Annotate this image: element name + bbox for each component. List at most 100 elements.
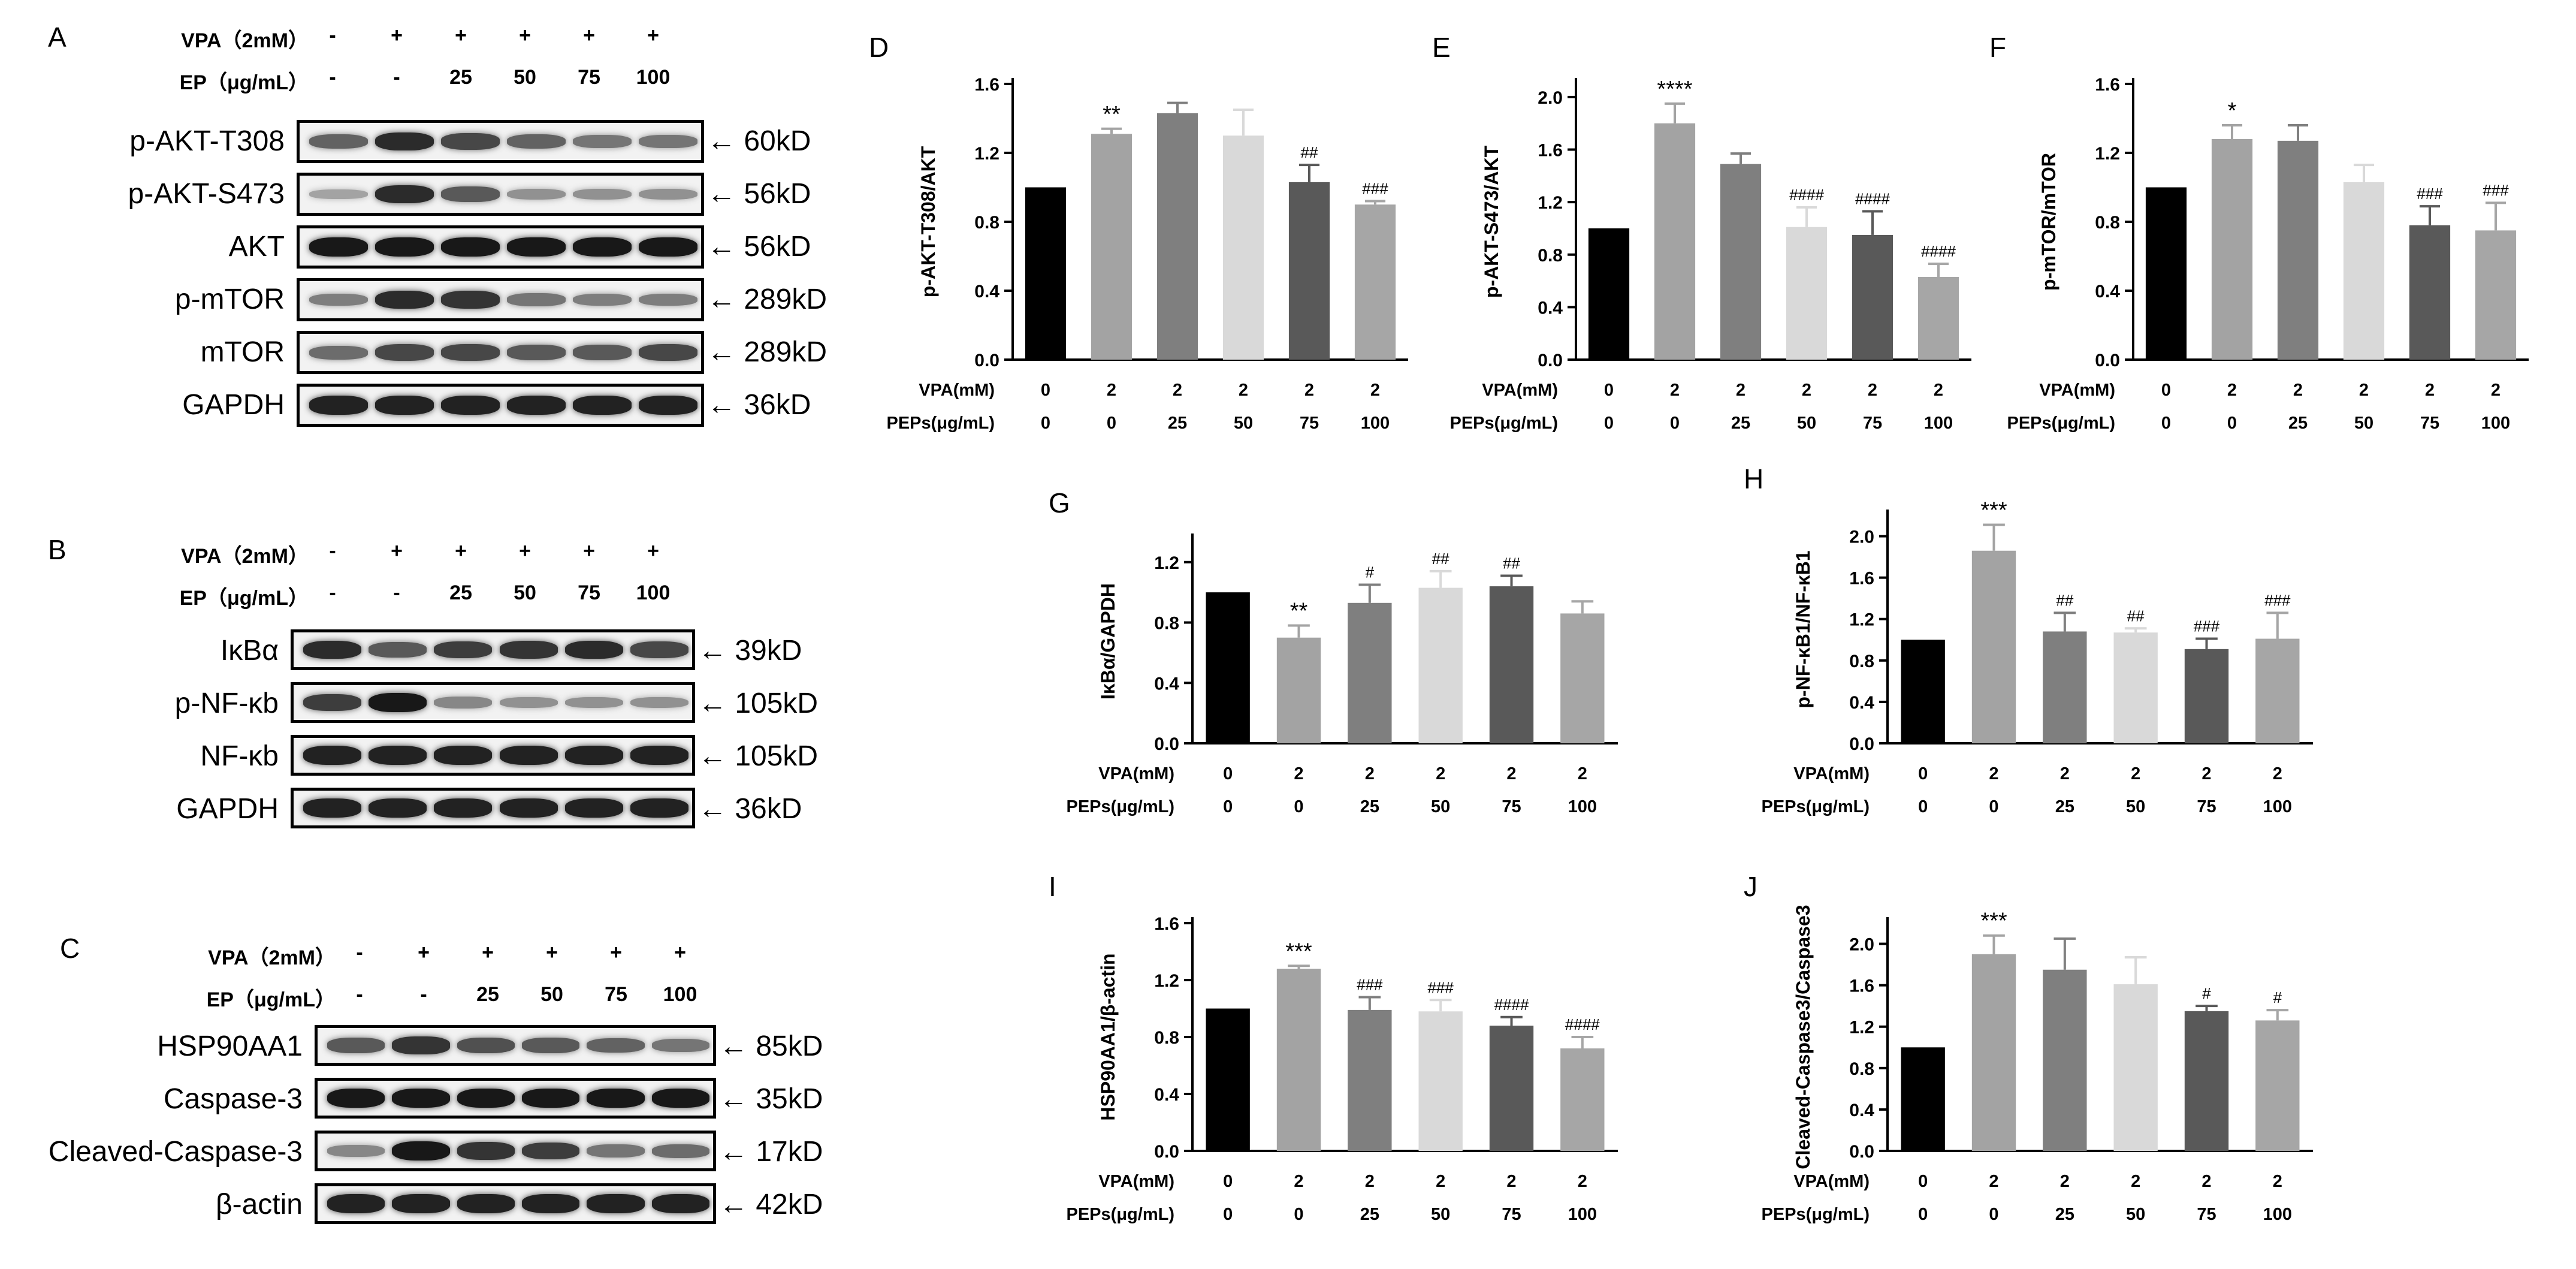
- bar: [2113, 632, 2158, 743]
- x-row-value: 0: [1989, 797, 1998, 816]
- molecular-weight-label: ← 36kD: [698, 793, 802, 825]
- y-tick-label: 0.0: [1154, 734, 1179, 754]
- bar: [1560, 1048, 1605, 1151]
- y-tick-label: 0.4: [1849, 1101, 1874, 1120]
- blot-band: [630, 798, 688, 818]
- bar: [1489, 586, 1534, 743]
- blot-band: [309, 134, 368, 149]
- x-row-label: VPA(mM): [1098, 1172, 1174, 1191]
- significance-label: ###: [1427, 978, 1454, 996]
- blot-band: [375, 185, 434, 204]
- x-row-value: 2: [2273, 1172, 2282, 1191]
- molecular-weight-label: ← 56kD: [707, 231, 811, 263]
- y-tick-label: 0.4: [974, 282, 999, 302]
- x-row-value: 0: [1041, 414, 1050, 433]
- condition-label: VPA（2mM）: [181, 29, 309, 52]
- blot-image: [315, 1025, 716, 1066]
- x-row-label: PEPs(μg/mL): [1067, 797, 1175, 816]
- x-row-value: 2: [1868, 381, 1877, 400]
- x-row-label: PEPs(μg/mL): [1762, 797, 1870, 816]
- blot-band: [327, 1088, 385, 1108]
- y-tick-label: 1.2: [1538, 193, 1563, 213]
- y-axis-label: IκBα/GAPDH: [1097, 583, 1119, 700]
- blot-band: [457, 1194, 515, 1213]
- blot-band: [630, 641, 688, 658]
- x-row-value: 25: [1168, 414, 1187, 433]
- bar: [1091, 134, 1133, 360]
- x-row-value: 25: [2055, 797, 2074, 816]
- blot-band: [573, 396, 632, 415]
- bar: [1025, 187, 1067, 360]
- blot-protein-label: GAPDH: [176, 793, 279, 825]
- x-row-value: 50: [2126, 1205, 2145, 1224]
- condition-label: VPA（2mM）: [208, 947, 336, 969]
- significance-label: ###: [1357, 976, 1383, 994]
- x-row-value: 2: [1294, 1172, 1303, 1191]
- condition-value: 75: [605, 983, 627, 1006]
- x-row-value: 2: [1989, 764, 1998, 783]
- blot-band: [522, 1088, 580, 1108]
- blot-band: [639, 396, 697, 415]
- y-tick-label: 0.8: [1849, 1059, 1874, 1079]
- significance-label: #: [2202, 984, 2211, 1002]
- x-row-label: VPA(mM): [1793, 1172, 1870, 1191]
- blot-band: [564, 640, 623, 659]
- condition-value: 50: [514, 66, 536, 89]
- bar: [2184, 1011, 2229, 1151]
- x-row-value: 2: [1989, 1172, 1998, 1191]
- significance-label: **: [1103, 102, 1121, 127]
- blot-image: [291, 682, 695, 723]
- x-row-value: 0: [1918, 1205, 1928, 1224]
- significance-label: ***: [1980, 909, 2007, 934]
- y-tick-label: 0.0: [1538, 351, 1563, 370]
- y-tick-label: 0.0: [1849, 1142, 1874, 1162]
- blot-band: [499, 641, 558, 659]
- blot-protein-label: Cleaved-Caspase-3: [48, 1136, 303, 1168]
- blot-band: [441, 396, 500, 415]
- y-tick-label: 1.2: [974, 144, 999, 164]
- condition-label: EP（μg/mL）: [206, 988, 336, 1011]
- molecular-weight-label: ← 105kD: [698, 740, 819, 772]
- condition-value: -: [420, 983, 427, 1006]
- x-row-value: 75: [2197, 797, 2216, 816]
- significance-label: ##: [1301, 143, 1318, 161]
- y-axis-label: p-AKT-S473/AKT: [1481, 145, 1502, 298]
- condition-label: VPA（2mM）: [181, 545, 309, 568]
- significance-label: ###: [2417, 185, 2443, 203]
- molecular-weight-label: ← 85kD: [719, 1030, 823, 1062]
- x-row-value: 100: [1924, 414, 1953, 433]
- x-row-value: 2: [2425, 381, 2435, 400]
- x-row-value: 75: [1502, 797, 1521, 816]
- blot-band: [522, 1194, 580, 1213]
- x-row-value: 2: [2491, 381, 2500, 400]
- blot-band: [375, 396, 434, 415]
- x-row-value: 0: [1294, 797, 1303, 816]
- x-row-value: 75: [1863, 414, 1882, 433]
- blot-image: [297, 173, 704, 216]
- x-row-value: 0: [1918, 764, 1928, 783]
- blot-protein-label: IκBα: [220, 635, 279, 667]
- condition-value: +: [391, 539, 403, 562]
- blot-image: [291, 788, 695, 828]
- blot-band: [564, 798, 623, 818]
- y-tick-label: 0.8: [1538, 246, 1563, 266]
- blot-band: [507, 237, 566, 257]
- blot-protein-label: AKT: [228, 231, 285, 263]
- blot-band: [587, 1194, 645, 1213]
- panel-label-c: C: [60, 933, 80, 964]
- x-row-label: PEPs(μg/mL): [1067, 1205, 1175, 1224]
- blot-band: [630, 746, 688, 765]
- blot-image: [315, 1183, 716, 1224]
- condition-value: +: [519, 539, 531, 562]
- molecular-weight-label: ← 60kD: [707, 125, 811, 157]
- bar-chart-d: D0.00.40.81.21.6p-AKT-T308/AKT**#####VPA…: [869, 32, 1408, 433]
- significance-label: #: [2273, 988, 2282, 1006]
- blot-protein-label: p-AKT-S473: [128, 178, 285, 210]
- blot-band: [499, 746, 558, 765]
- blot-band: [303, 694, 362, 712]
- blot-band: [309, 396, 368, 415]
- x-row-value: 2: [1173, 381, 1182, 400]
- blot-band: [309, 293, 368, 306]
- blot-band: [573, 237, 632, 257]
- x-row-value: 75: [1300, 414, 1319, 433]
